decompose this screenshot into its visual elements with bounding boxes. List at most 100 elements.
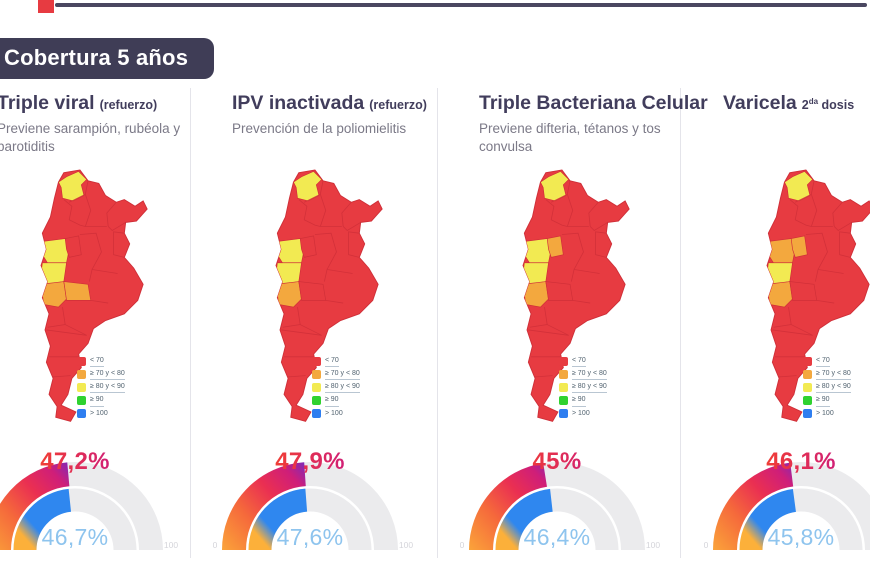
gauge-outer-arc <box>0 462 70 551</box>
panel-title-suffix: 2da dosis <box>801 97 854 112</box>
map-region-catamarca <box>299 235 317 258</box>
legend-swatch <box>803 357 812 367</box>
map-region-mendoza <box>523 281 549 308</box>
gauge-max-tick: 100 <box>399 540 413 550</box>
legend-item: ≥ 80 y < 90 <box>312 382 402 394</box>
suffix-pre: (refuerzo) <box>99 98 158 112</box>
gauge-max-tick: 100 <box>164 540 178 550</box>
legend-label: ≥ 90 <box>572 395 586 407</box>
suffix-pre: 2 <box>801 98 809 112</box>
panel-divider <box>680 88 681 558</box>
map-province-borders <box>281 180 361 378</box>
gauge-secondary-value: 46,4% <box>523 524 591 550</box>
panel-triple-bacteriana: Triple Bacteriana Celular Previene difte… <box>437 0 708 580</box>
legend-item: > 100 <box>77 409 167 419</box>
panel-header: Triple Bacteriana Celular Previene difte… <box>479 92 708 156</box>
map-region-lapampa <box>63 281 92 301</box>
legend-swatch <box>312 370 321 380</box>
legend-swatch <box>77 396 86 406</box>
panel-title: Triple Bacteriana Celular <box>479 92 708 115</box>
map-region-sanjuan <box>523 262 549 285</box>
legend-swatch <box>312 396 321 406</box>
legend-item: ≥ 90 <box>77 395 167 407</box>
panel-ipv-inactivada: IPV inactivada (refuerzo) Prevención de l… <box>190 0 427 580</box>
panel-divider <box>437 88 438 558</box>
legend-label: ≥ 80 y < 90 <box>325 382 360 394</box>
legend-label: ≥ 90 <box>90 395 104 407</box>
map-slot <box>3 166 165 424</box>
map-region-norte <box>58 170 88 202</box>
map-region-sanjuan <box>41 262 67 285</box>
gauge-primary-value: 47,2% <box>0 448 195 476</box>
legend-swatch <box>559 383 568 393</box>
legend-item: < 70 <box>803 356 870 368</box>
map-region-rioja <box>276 238 305 266</box>
panel-title-text: IPV inactivada <box>232 92 365 114</box>
gauge-inner-arc <box>739 489 797 551</box>
panel-title-suffix: (refuerzo) <box>100 98 158 112</box>
legend-label: > 100 <box>572 409 590 417</box>
legend-item: ≥ 70 y < 80 <box>77 369 167 381</box>
legend-label: ≥ 70 y < 80 <box>572 369 607 381</box>
map-region-lapampa <box>789 281 818 301</box>
map-province-borders <box>46 180 126 378</box>
panel-title: Triple viral (refuerzo) <box>0 92 197 115</box>
legend-item: ≥ 90 <box>559 395 649 407</box>
gauge-chart: 0 100 <box>213 462 413 551</box>
panel-subtitle: Previene sarampión, rubéola y parotiditi… <box>0 121 181 154</box>
legend-label: > 100 <box>90 409 108 417</box>
panel-title: Varicela 2da dosis <box>723 92 870 115</box>
legend-item: ≥ 70 y < 80 <box>559 369 649 381</box>
legend-swatch <box>559 370 568 380</box>
legend-item: > 100 <box>559 409 649 419</box>
panel-title-text: Varicela <box>723 92 797 114</box>
legend-swatch <box>77 370 86 380</box>
map-region-lapampa <box>545 281 574 301</box>
map-region-catamarca <box>790 235 808 258</box>
gauge-secondary-value: 46,7% <box>41 524 109 550</box>
top-crop-red-mark <box>38 0 54 13</box>
legend-swatch <box>312 357 321 367</box>
legend-item: > 100 <box>803 409 870 419</box>
legend-label: ≥ 80 y < 90 <box>90 382 125 394</box>
gauge-primary-value: 45% <box>437 448 677 476</box>
map-region-norte <box>540 170 570 202</box>
map-region-sanjuan <box>276 262 302 285</box>
argentina-map <box>275 169 383 422</box>
map-legend: < 70 ≥ 70 y < 80 ≥ 80 y < 90 ≥ 90 > 100 <box>559 356 649 421</box>
legend-label: < 70 <box>325 356 339 368</box>
title-badge: Cobertura 5 años <box>0 38 215 79</box>
legend-swatch <box>77 409 86 419</box>
legend-swatch <box>312 409 321 419</box>
panel-title-text: Triple Bacteriana Celular <box>479 92 708 114</box>
gauge-max-tick: 100 <box>646 540 660 550</box>
legend-label: ≥ 80 y < 90 <box>572 382 607 394</box>
legend-swatch <box>803 383 812 393</box>
legend-label: ≥ 90 <box>325 395 339 407</box>
map-legend: < 70 ≥ 70 y < 80 ≥ 80 y < 90 ≥ 90 > 100 <box>803 356 870 421</box>
gauge-secondary-value: 47,6% <box>276 524 344 550</box>
panel-title-suffix: (refuerzo) <box>369 98 427 112</box>
legend-label: < 70 <box>572 356 586 368</box>
map-province-borders <box>528 180 608 378</box>
legend-label: < 70 <box>90 356 104 368</box>
legend-label: ≥ 70 y < 80 <box>325 369 360 381</box>
legend-item: ≥ 70 y < 80 <box>803 369 870 381</box>
gauge-min-tick: 0 <box>460 540 465 550</box>
map-slot <box>485 166 647 424</box>
gauge-inner-arc <box>248 488 308 551</box>
gauge-min-tick: 0 <box>213 540 218 550</box>
map-region-rioja <box>523 238 552 266</box>
map-region-catamarca <box>546 235 564 258</box>
gauge-min-tick: 0 <box>704 540 709 550</box>
panel-subtitle: Previene difteria, tétanos y tos convuls… <box>479 121 661 154</box>
map-region-mendoza <box>276 281 302 308</box>
panel-divider <box>190 88 191 558</box>
legend-item: < 70 <box>312 356 402 368</box>
suffix-pre: (refuerzo) <box>369 98 427 112</box>
map-region-norte <box>784 170 814 202</box>
map-region-sanjuan <box>767 262 793 285</box>
legend-item: ≥ 80 y < 90 <box>77 382 167 394</box>
